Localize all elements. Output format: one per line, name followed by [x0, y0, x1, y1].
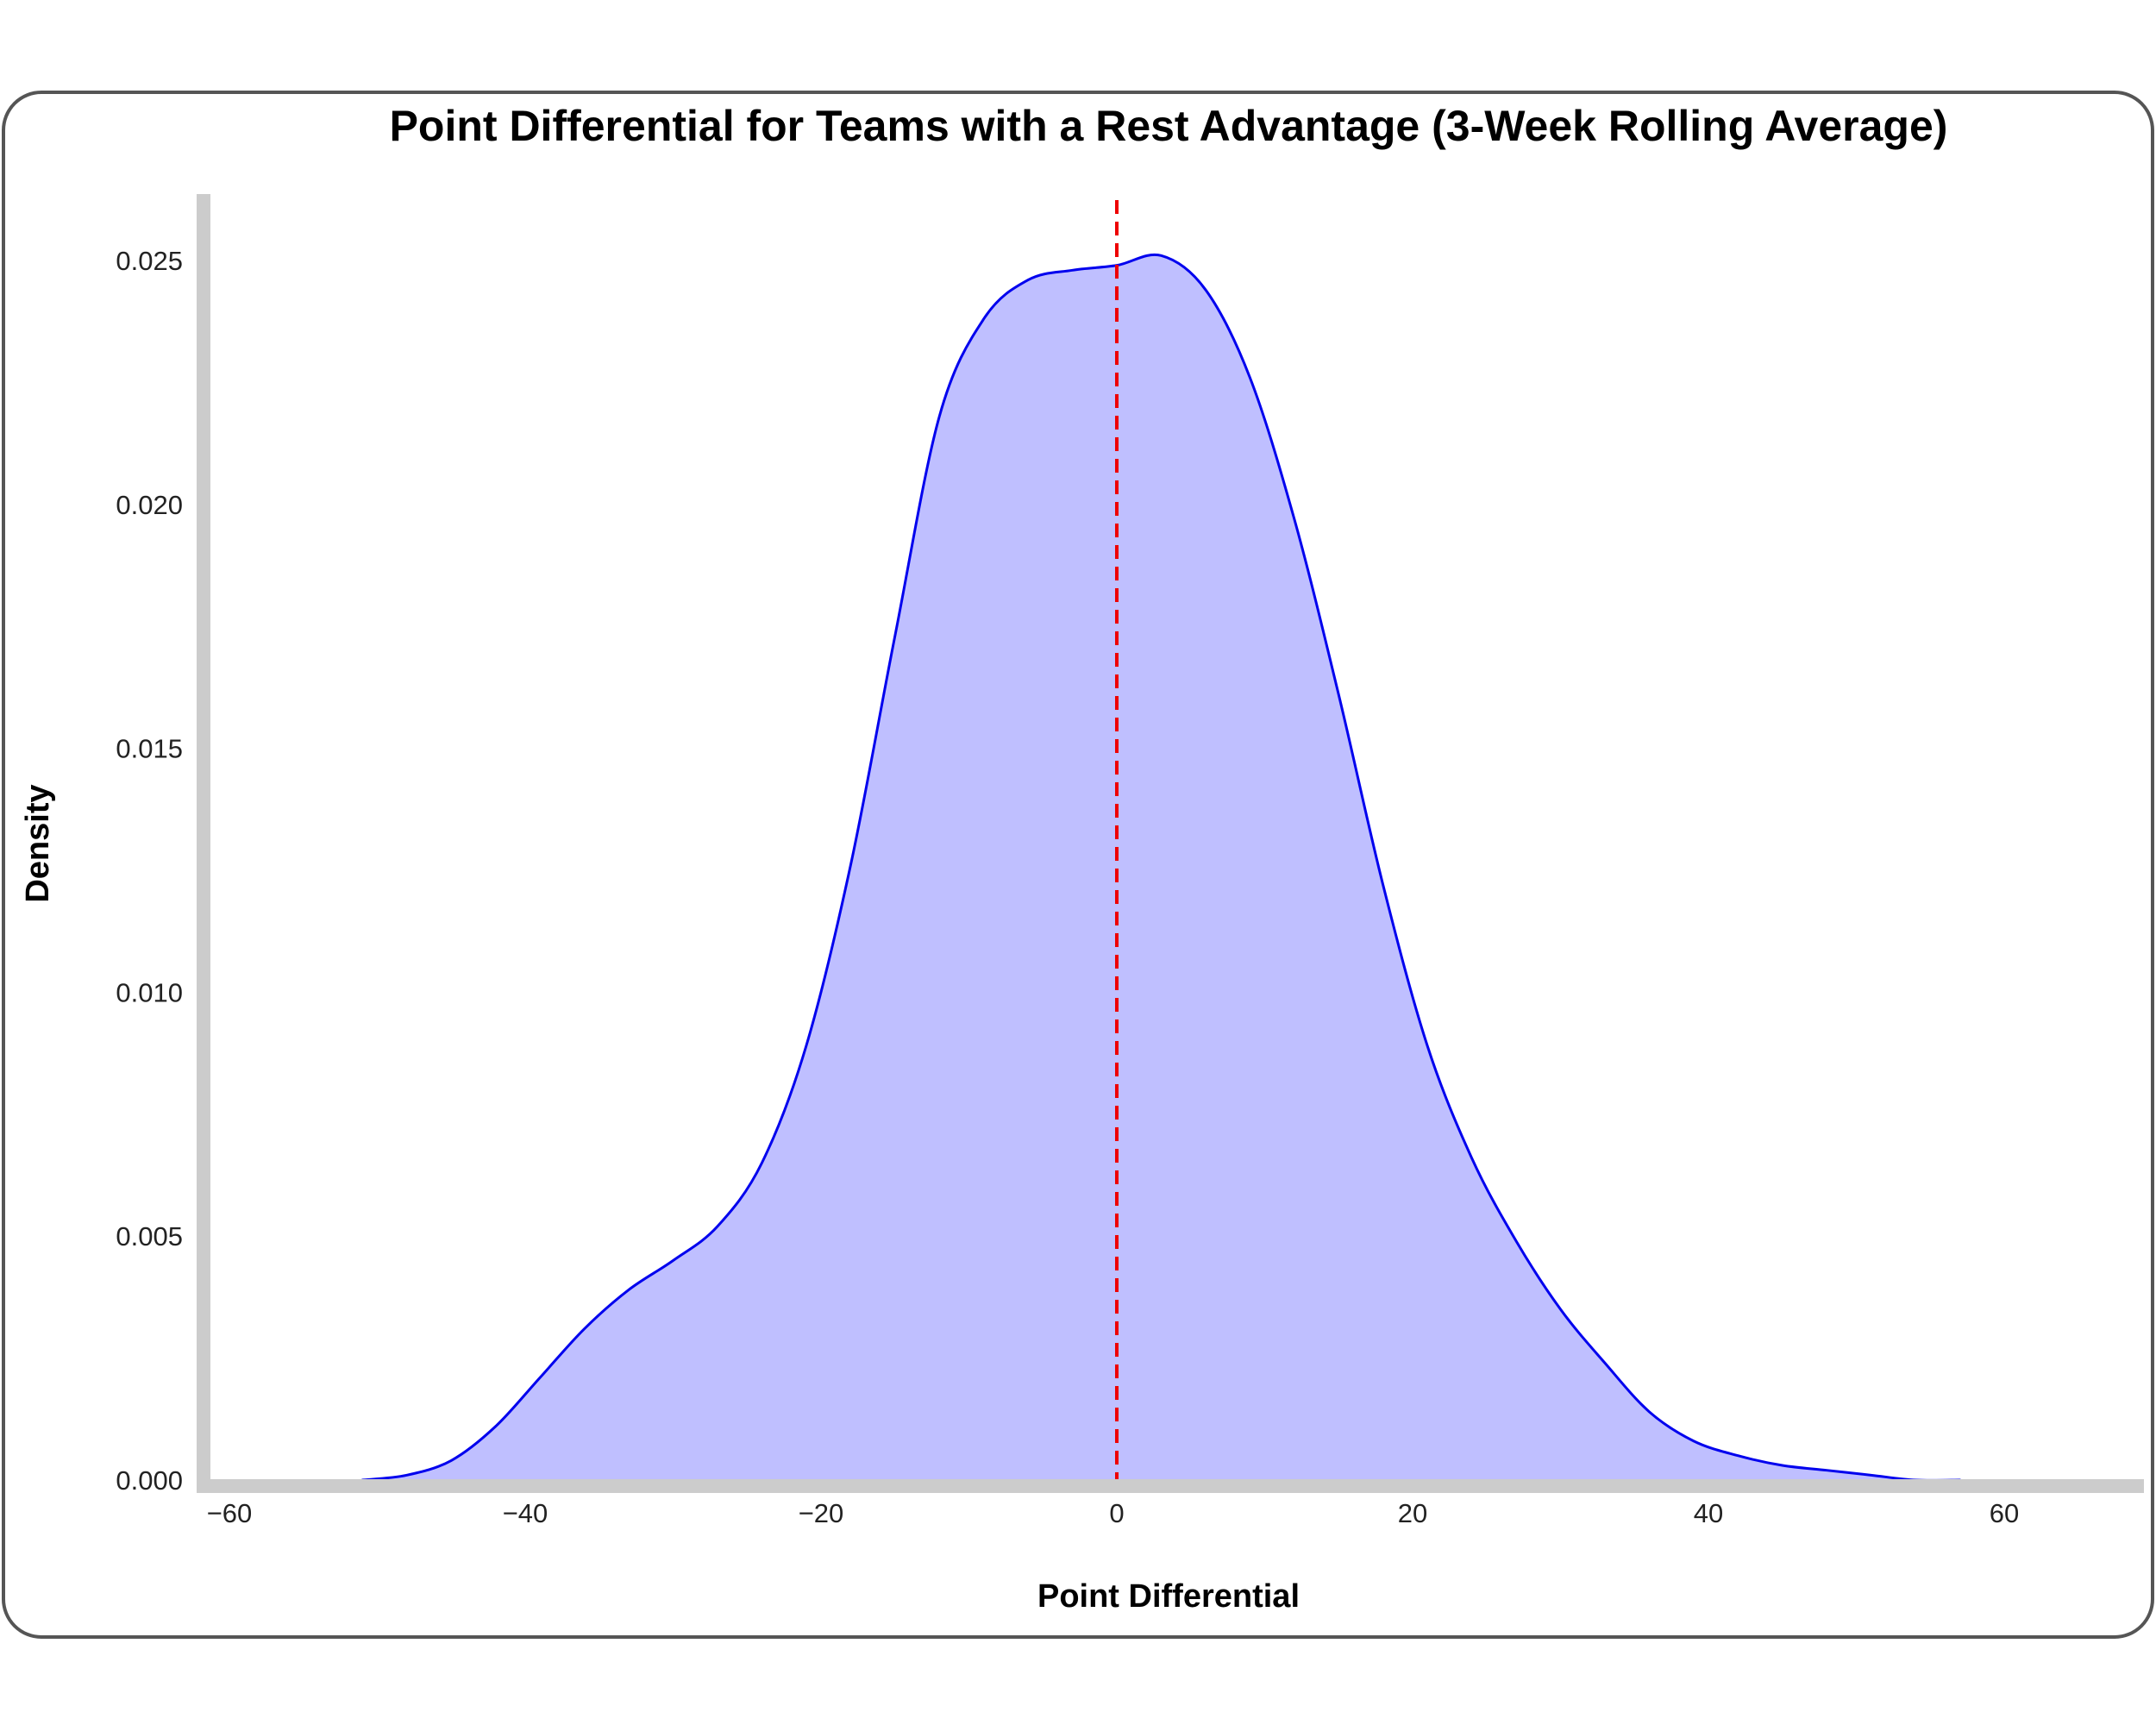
y-tick-label: 0.000 [116, 1465, 183, 1496]
x-tick-label: 60 [1990, 1498, 2019, 1528]
y-tick-label: 0.025 [116, 246, 183, 276]
y-tick-label: 0.020 [116, 490, 183, 520]
axes [197, 194, 2144, 1493]
x-tick-label: 40 [1694, 1498, 1723, 1528]
x-tick-label: −60 [207, 1498, 253, 1528]
x-axis-label: Point Differential [1037, 1578, 1300, 1615]
x-tick-label: 20 [1398, 1498, 1427, 1528]
x-tick-label: 0 [1109, 1498, 1124, 1528]
y-tick-label: 0.010 [116, 977, 183, 1007]
chart-title: Point Differential for Teams with a Rest… [390, 102, 1948, 150]
y-axis-label: Density [20, 784, 56, 902]
x-tick-label: −40 [503, 1498, 548, 1528]
y-tick-label: 0.005 [116, 1221, 183, 1251]
plot-area [360, 200, 1962, 1482]
x-tick-label: −20 [799, 1498, 844, 1528]
y-axis-line [197, 194, 210, 1493]
x-axis-line [197, 1479, 2144, 1493]
density-area [362, 254, 1960, 1481]
tick-labels: −60 −40 −20 0 20 40 60 0.000 0.005 0.010 0.015 0.02… [116, 246, 2019, 1528]
y-tick-label: 0.015 [116, 734, 183, 764]
density-line [360, 253, 1962, 1482]
